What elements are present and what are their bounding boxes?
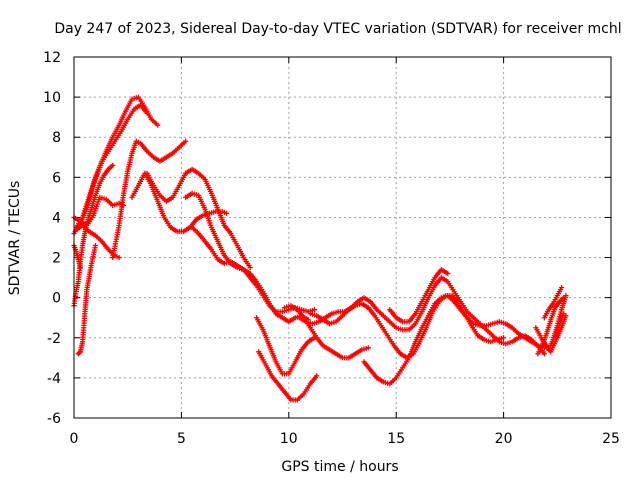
x-axis-label: GPS time / hours (281, 459, 398, 475)
series-sat-v (71, 162, 116, 309)
data-point (311, 307, 318, 313)
data-point (77, 264, 84, 271)
series-sat-e (110, 138, 189, 261)
data-point (247, 264, 253, 271)
chart-title: Day 247 of 2023, Sidereal Day-to-day VTE… (54, 21, 621, 37)
series-sat-l (281, 303, 371, 361)
series-sat-w (75, 242, 99, 357)
series-sat-m (296, 275, 548, 357)
data-point (76, 350, 82, 356)
y-tick-label: 0 (52, 291, 61, 307)
series-sat-t (541, 285, 565, 321)
y-tick-label: -2 (47, 331, 61, 347)
series-sat-n (307, 293, 507, 361)
data-point (445, 271, 451, 277)
data-point (365, 345, 371, 351)
y-tick-label: 8 (52, 130, 61, 146)
data-series (71, 94, 569, 403)
data-point (558, 285, 565, 291)
data-point (223, 210, 230, 217)
data-point (92, 242, 99, 249)
data-point (116, 254, 122, 261)
y-tick-label: 10 (43, 90, 61, 106)
data-point (561, 295, 567, 301)
series-sat-g (144, 166, 253, 271)
x-tick-label: 20 (495, 431, 513, 447)
series-sat-p (387, 266, 451, 325)
data-point (144, 110, 150, 116)
y-axis-label: SDTVAR / TECUs (7, 181, 23, 296)
series-sat-o (361, 293, 548, 387)
data-point (314, 373, 320, 379)
series-sat-b (73, 102, 150, 231)
plot-frame (73, 56, 612, 419)
series-track (191, 227, 315, 313)
y-tick-label: 4 (52, 210, 61, 226)
data-point (183, 138, 189, 144)
y-tick-label: 12 (43, 50, 61, 66)
y-tick-label: -6 (47, 411, 61, 427)
series-track (310, 295, 504, 359)
data-point (563, 313, 569, 319)
data-point (155, 122, 161, 128)
grid (74, 57, 611, 418)
y-tick-label: 6 (52, 170, 61, 186)
x-tick-label: 25 (602, 431, 620, 447)
x-tick-label: 5 (177, 431, 186, 447)
data-point (110, 162, 116, 168)
y-tick-label: -4 (47, 371, 61, 387)
series-sat-k (256, 349, 320, 403)
x-tick-label: 0 (70, 431, 79, 447)
data-point (501, 335, 507, 341)
axis-ticks: 0 5 10 15 20 25 -6 -4 -2 0 2 4 6 8 10 12 (43, 50, 620, 447)
series-sat-x (71, 242, 84, 271)
series-sat-u (550, 313, 569, 349)
series-sat-i (189, 224, 318, 315)
series-sat-j (253, 315, 318, 377)
x-tick-label: 15 (387, 431, 405, 447)
data-point (541, 351, 548, 357)
x-tick-label: 10 (280, 431, 298, 447)
y-tick-label: 2 (52, 251, 61, 267)
